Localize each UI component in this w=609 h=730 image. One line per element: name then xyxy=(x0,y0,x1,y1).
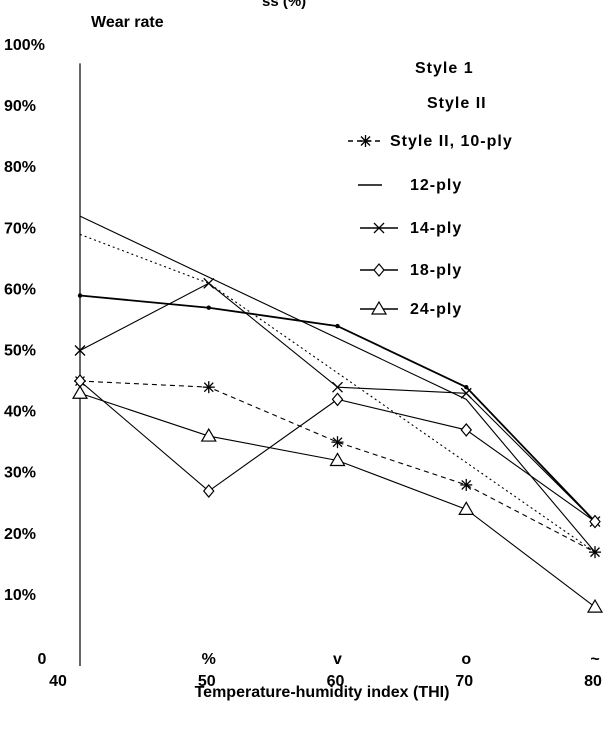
legend-label: 24-ply xyxy=(410,301,462,318)
y-tick-label: 40% xyxy=(4,404,36,421)
x-tick-mark: o xyxy=(461,651,471,668)
series-line xyxy=(79,392,596,608)
series xyxy=(77,293,598,524)
data-point-marker xyxy=(74,345,86,356)
series-line xyxy=(79,233,596,553)
data-point-marker xyxy=(331,436,344,449)
legend: Style 1 Style II Style II, 10-ply 12-ply 14-… xyxy=(348,60,513,318)
legend-entry: 12-ply xyxy=(358,177,462,194)
y-axis-label: Wear rate xyxy=(91,14,164,31)
legend-entry: Style II, 10-ply xyxy=(348,133,513,150)
data-point-marker xyxy=(200,427,217,442)
legend-label: Style II, 10-ply xyxy=(390,133,513,150)
y-tick-label: 90% xyxy=(4,98,36,115)
series-line xyxy=(79,380,596,553)
x-tick-label: 80 xyxy=(584,673,602,690)
data-point-marker xyxy=(589,514,601,529)
x-tick-mark: % xyxy=(202,651,216,668)
data-point-marker xyxy=(586,598,604,613)
series xyxy=(71,385,604,613)
y-tick-label: 60% xyxy=(4,281,36,298)
data-point-marker xyxy=(373,263,385,277)
x-tick-labels: 040% 50 v 60 o 70 ~80 xyxy=(38,651,602,690)
legend-label: 12-ply xyxy=(410,177,462,194)
series xyxy=(74,374,601,529)
series-lines xyxy=(71,215,604,613)
y-tick-label: 20% xyxy=(4,526,36,543)
legend-label: Style 1 xyxy=(415,60,474,77)
data-point-marker xyxy=(202,381,215,394)
data-point-marker xyxy=(77,293,83,298)
series-line xyxy=(79,294,596,523)
data-point-marker xyxy=(203,277,215,289)
data-point-marker xyxy=(458,501,475,515)
data-point-marker xyxy=(460,478,473,491)
data-point-marker xyxy=(589,546,601,559)
data-point-marker xyxy=(71,385,89,399)
legend-label: 18-ply xyxy=(410,262,462,279)
x-tick-mark: 0 xyxy=(38,651,47,668)
legend-label: 14-ply xyxy=(410,220,462,237)
data-point-marker xyxy=(359,135,372,147)
legend-entry: Style II xyxy=(427,95,487,112)
y-tick-label: 10% xyxy=(4,587,36,604)
y-tick-label: 70% xyxy=(4,220,36,237)
y-tick-label: 100% xyxy=(4,37,45,54)
series xyxy=(79,215,596,553)
data-point-marker xyxy=(460,387,472,399)
legend-entry: Style 1 xyxy=(415,60,474,77)
x-tick-label: 40 xyxy=(49,673,67,690)
data-point-marker xyxy=(332,381,343,393)
y-tick-label: 80% xyxy=(4,159,36,176)
legend-entry: 24-ply xyxy=(360,300,462,318)
series xyxy=(79,233,596,553)
x-tick-label: 70 xyxy=(455,673,473,690)
series-line xyxy=(79,215,596,553)
x-tick-label: 50 xyxy=(198,673,216,690)
y-tick-labels: 100% 90% 80% 70% 60% 50% 40% 30% 20% 10% xyxy=(4,37,45,604)
legend-entry: 14-ply xyxy=(360,220,462,237)
y-tick-label: 50% xyxy=(4,343,36,360)
title-fragment: ss (%) xyxy=(262,0,306,10)
data-point-marker xyxy=(335,323,340,329)
x-axis-label: Temperature-humidity index (THI) xyxy=(195,684,450,701)
x-tick-label: 60 xyxy=(327,673,345,690)
data-point-marker xyxy=(370,300,388,315)
data-point-marker xyxy=(373,222,385,234)
y-tick-label: 30% xyxy=(4,465,36,482)
data-point-marker xyxy=(202,484,215,498)
data-point-marker xyxy=(206,305,211,310)
x-tick-mark: v xyxy=(333,651,342,668)
x-tick-mark: ~ xyxy=(590,651,599,668)
legend-label: Style II xyxy=(427,95,487,112)
series xyxy=(74,277,601,528)
data-point-marker xyxy=(460,422,473,437)
legend-entry: 18-ply xyxy=(360,262,462,279)
data-point-marker xyxy=(329,452,346,467)
data-point-marker xyxy=(464,384,469,390)
data-point-marker xyxy=(331,392,344,407)
